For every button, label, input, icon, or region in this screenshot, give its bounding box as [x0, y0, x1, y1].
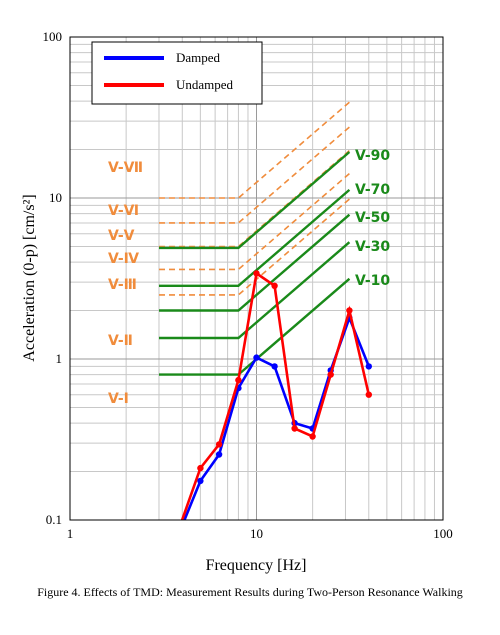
plot-frame [69, 36, 444, 521]
y-tick-label: 10 [49, 190, 62, 205]
y-tick-label: 100 [43, 29, 63, 44]
orange-curve-label: V-Ⅰ [108, 391, 129, 407]
figure-caption: Figure 4. Effects of TMD: Measurement Re… [37, 585, 463, 599]
curve-labels: V-90 V-70 V-50 V-30 V-10 V-Ⅶ V-Ⅵ V-Ⅴ V-Ⅳ V-Ⅲ V-Ⅱ V-… [108, 148, 390, 407]
legend-label-undamped: Undamped [176, 77, 234, 92]
orange-criteria-line [159, 172, 350, 271]
orange-curve-label: V-Ⅶ [108, 160, 143, 176]
data-point-undamped [235, 376, 242, 384]
legend: Damped Undamped [91, 41, 263, 105]
data-point-undamped [309, 433, 316, 440]
x-axis-title: Frequency [Hz] [206, 557, 307, 574]
data-point-undamped [346, 307, 353, 314]
data-point-damped [253, 354, 260, 361]
data-point-undamped [327, 371, 334, 378]
y-axis-title: Acceleration (0-p) [cm/s²] [21, 194, 38, 361]
orange-curve-label: V-Ⅲ [108, 277, 137, 293]
data-point-undamped [271, 282, 278, 289]
orange-curve-label: V-Ⅳ [108, 251, 140, 267]
orange-criteria-line [159, 101, 350, 199]
green-curve-label: V-70 [355, 182, 390, 198]
green-curve-label: V-10 [355, 273, 390, 289]
green-criteria-line [159, 151, 351, 250]
data-point-undamped [253, 270, 260, 277]
orange-criteria-line [159, 126, 350, 224]
x-tick-label: 10 [250, 526, 263, 541]
data-point-undamped [215, 441, 223, 448]
x-tick-label: 100 [433, 526, 453, 541]
orange-curve-label: V-Ⅵ [108, 203, 139, 219]
orange-criteria-line [159, 149, 350, 248]
green-criteria-line [159, 213, 351, 312]
green-curve-label: V-30 [355, 239, 390, 255]
data-point-undamped [197, 464, 204, 472]
green-criteria-line [159, 241, 351, 340]
series-line-damped [183, 314, 371, 520]
data-series [180, 270, 372, 520]
x-tick-label: 1 [67, 526, 74, 541]
green-curve-label: V-90 [355, 148, 390, 164]
grid [70, 37, 443, 520]
green-curve-label: V-50 [355, 210, 390, 226]
legend-label-damped: Damped [176, 50, 221, 65]
data-point-damped [197, 477, 204, 485]
orange-curve-label: V-Ⅴ [108, 228, 135, 244]
data-point-damped [365, 363, 372, 370]
orange-curve-label: V-Ⅱ [108, 333, 133, 349]
tick-labels: 1 10 100 0.1 1 10 100 [43, 29, 453, 541]
green-criteria-curves [159, 151, 351, 376]
data-point-undamped [291, 425, 298, 432]
y-tick-label: 0.1 [46, 512, 62, 527]
data-point-undamped [365, 391, 372, 398]
green-criteria-line [159, 188, 351, 287]
series-line-undamped [180, 271, 371, 520]
legend-box [91, 41, 263, 105]
data-point-damped [215, 451, 223, 458]
y-tick-label: 1 [56, 351, 63, 366]
data-point-damped [271, 363, 278, 370]
